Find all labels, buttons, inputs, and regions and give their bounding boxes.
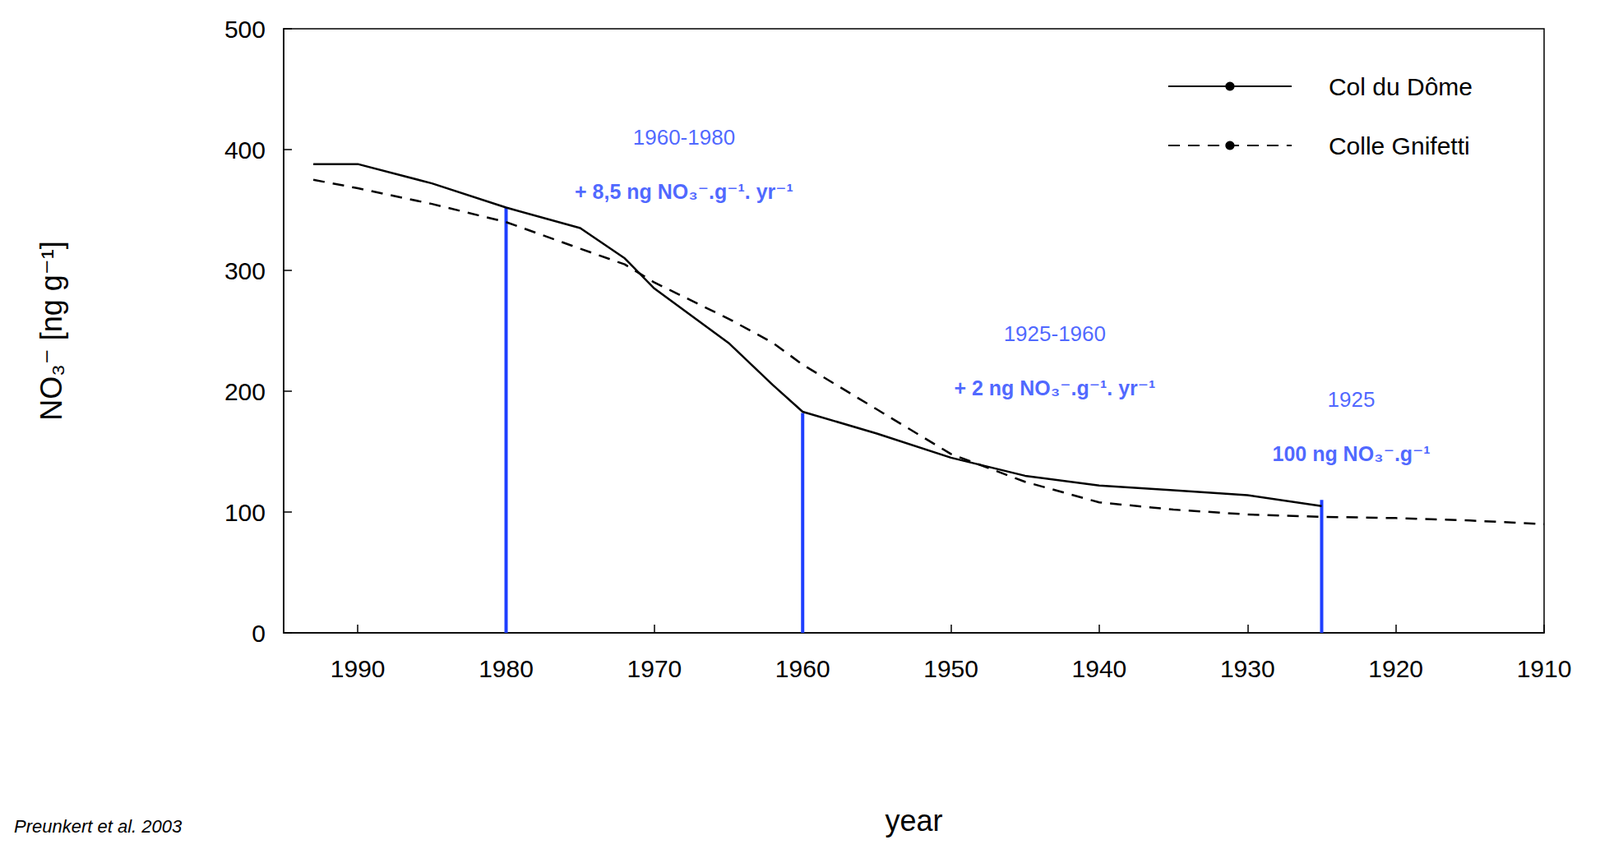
svg-text:400: 400 xyxy=(224,136,266,164)
svg-text:1925: 1925 xyxy=(1327,387,1376,412)
svg-text:100: 100 xyxy=(224,499,266,527)
svg-text:1970: 1970 xyxy=(627,655,683,683)
svg-text:1910: 1910 xyxy=(1516,655,1573,683)
svg-text:+ 2 ng NO₃⁻.g⁻¹. yr⁻¹: + 2 ng NO₃⁻.g⁻¹. yr⁻¹ xyxy=(953,376,1156,400)
svg-text:1930: 1930 xyxy=(1220,655,1276,683)
svg-text:+ 8,5 ng NO₃⁻.g⁻¹. yr⁻¹: + 8,5 ng NO₃⁻.g⁻¹. yr⁻¹ xyxy=(574,180,794,204)
svg-text:200: 200 xyxy=(224,378,266,406)
svg-text:500: 500 xyxy=(224,15,266,43)
svg-text:1980: 1980 xyxy=(478,655,534,683)
svg-text:1940: 1940 xyxy=(1072,655,1128,683)
svg-text:year: year xyxy=(884,804,943,838)
svg-text:1950: 1950 xyxy=(923,655,979,683)
svg-text:Col du Dôme: Col du Dôme xyxy=(1328,73,1473,101)
svg-text:0: 0 xyxy=(251,619,266,648)
svg-text:NO₃⁻ [ng g⁻¹]: NO₃⁻ [ng g⁻¹] xyxy=(34,240,69,421)
svg-text:1960: 1960 xyxy=(775,655,831,683)
svg-text:100 ng NO₃⁻.g⁻¹: 100 ng NO₃⁻.g⁻¹ xyxy=(1271,442,1430,466)
svg-text:1960-1980: 1960-1980 xyxy=(633,124,736,150)
svg-text:1920: 1920 xyxy=(1368,655,1424,683)
svg-text:1925-1960: 1925-1960 xyxy=(1003,321,1106,347)
svg-text:300: 300 xyxy=(224,257,266,285)
svg-text:1990: 1990 xyxy=(330,655,386,683)
svg-text:Preunkert et al. 2003: Preunkert et al. 2003 xyxy=(13,816,183,837)
svg-text:Colle Gnifetti: Colle Gnifetti xyxy=(1328,132,1471,160)
